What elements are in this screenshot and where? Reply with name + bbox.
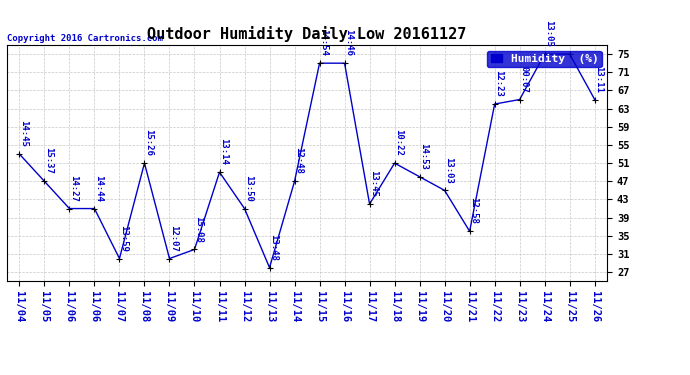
Text: 14:46: 14:46 [344, 29, 353, 56]
Title: Outdoor Humidity Daily Low 20161127: Outdoor Humidity Daily Low 20161127 [148, 27, 466, 42]
Text: 14:27: 14:27 [69, 175, 78, 202]
Text: 12:58: 12:58 [469, 198, 478, 224]
Text: 12:23: 12:23 [494, 70, 503, 97]
Text: 12:07: 12:07 [169, 225, 178, 252]
Text: 13:59: 13:59 [119, 225, 128, 252]
Text: 13:48: 13:48 [269, 234, 278, 261]
Text: 14:53: 14:53 [420, 143, 428, 170]
Text: 13:11: 13:11 [594, 66, 603, 93]
Legend: Humidity  (%): Humidity (%) [487, 51, 602, 67]
Text: Copyright 2016 Cartronics.com: Copyright 2016 Cartronics.com [7, 34, 163, 43]
Text: 13:50: 13:50 [244, 175, 253, 202]
Text: 13:05: 13:05 [544, 20, 553, 47]
Text: 13:45: 13:45 [369, 170, 378, 197]
Text: 15:26: 15:26 [144, 129, 153, 156]
Text: 10:22: 10:22 [394, 129, 403, 156]
Text: 14:54: 14:54 [319, 29, 328, 56]
Text: 15:08: 15:08 [194, 216, 203, 243]
Text: 00:07: 00:07 [520, 66, 529, 93]
Text: 12:48: 12:48 [294, 147, 303, 174]
Text: 13:14: 13:14 [219, 138, 228, 165]
Text: 13:03: 13:03 [444, 157, 453, 183]
Text: 14:44: 14:44 [94, 175, 103, 202]
Text: 15:37: 15:37 [44, 147, 53, 174]
Text: 14:45: 14:45 [19, 120, 28, 147]
